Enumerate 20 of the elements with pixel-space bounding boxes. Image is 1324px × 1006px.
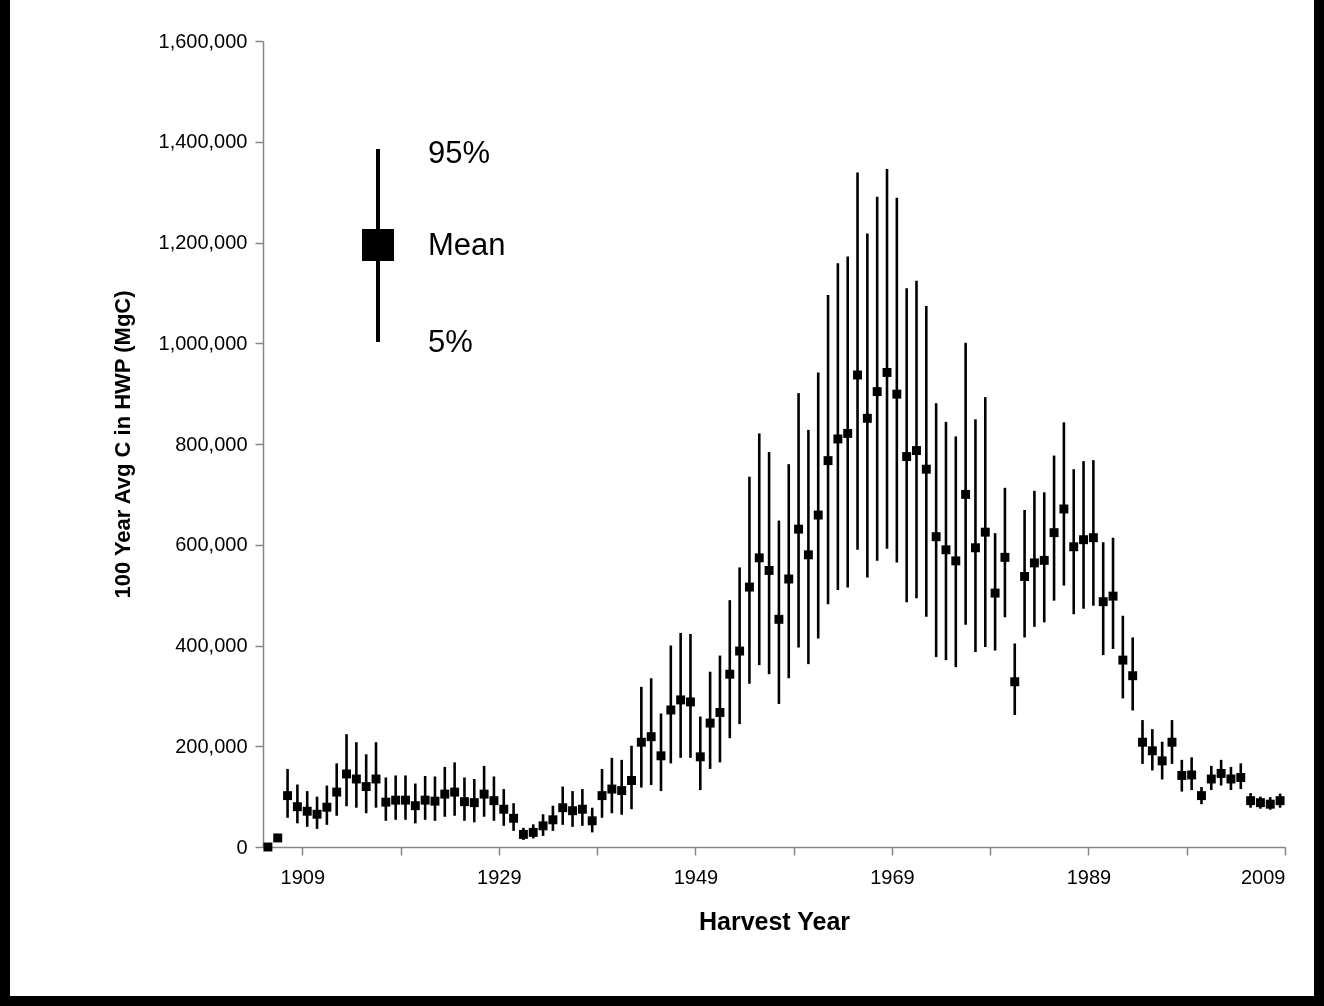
x-axis-title: Harvest Year: [698, 906, 851, 935]
y-tick-label: 800,000: [175, 432, 248, 455]
x-tick-label: 1909: [280, 865, 326, 888]
y-tick-label: 200,000: [175, 734, 248, 757]
y-tick-label: 600,000: [175, 533, 248, 556]
x-tick-label: 1929: [477, 865, 522, 888]
y-tick-label: 0: [236, 835, 248, 858]
x-tick-label: 1969: [870, 865, 915, 888]
y-tick-label: 1,400,000: [158, 130, 248, 153]
y-tick-label: 1,000,000: [158, 331, 248, 354]
x-tick-label: 2009: [1241, 865, 1286, 888]
x-tick-label: 1949: [673, 865, 719, 888]
x-tick-label: 1989: [1066, 865, 1112, 888]
y-tick-label: 400,000: [175, 634, 248, 656]
y-axis-title: 100 Year Avg C in HWP (MgC): [109, 290, 135, 599]
annotation: 95%: [428, 135, 491, 170]
y-tick-label: 1,600,000: [158, 29, 248, 52]
annotation: Mean: [428, 227, 506, 262]
y-tick-label: 1,200,000: [158, 231, 248, 253]
annotation: 5%: [428, 324, 473, 359]
